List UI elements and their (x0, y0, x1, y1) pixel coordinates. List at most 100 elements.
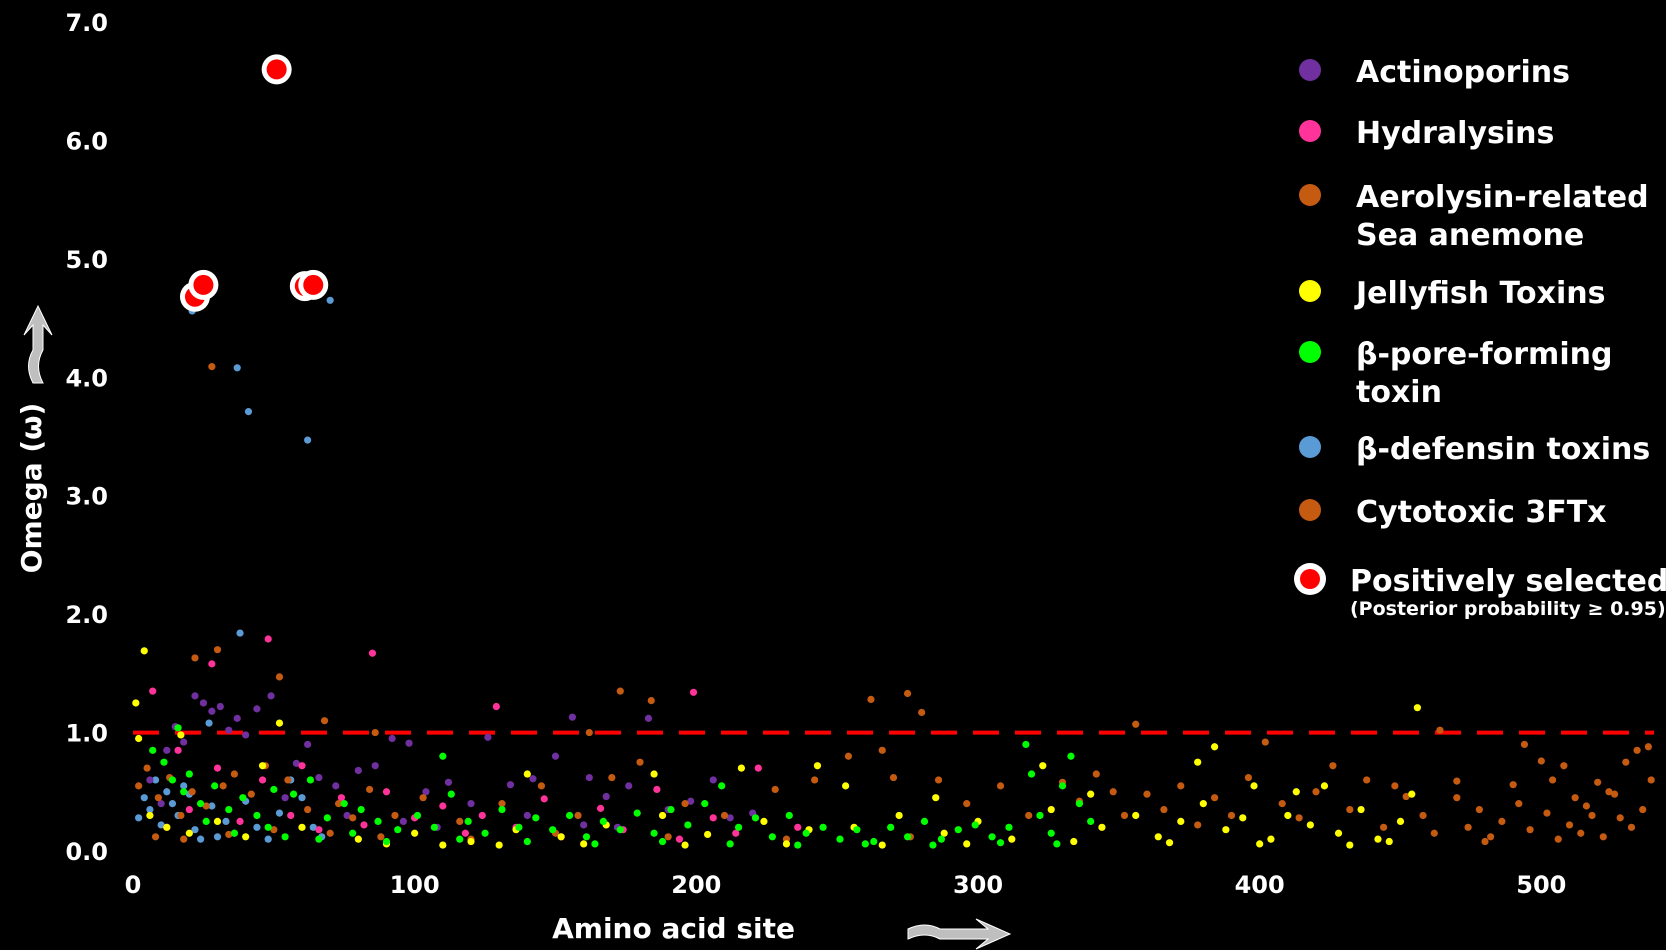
data-point (580, 821, 588, 829)
data-point (498, 800, 506, 808)
data-point (1408, 790, 1416, 798)
data-point (154, 794, 162, 802)
data-point (1594, 778, 1602, 786)
data-point (439, 841, 447, 849)
data-point (332, 782, 340, 790)
data-point (650, 770, 658, 778)
y-axis-ticks: 0.0 1.0 2.0 3.0 4.0 5.0 6.0 7.0 (65, 9, 108, 866)
data-point (140, 794, 148, 802)
data-point (135, 734, 143, 743)
legend-label: Actinoporins (1356, 55, 1570, 90)
data-point (180, 788, 188, 796)
series-actinoporins (146, 692, 757, 831)
data-point (878, 746, 886, 754)
data-point (1306, 821, 1314, 829)
data-point (675, 835, 684, 843)
data-point (444, 778, 453, 786)
data-point (1453, 794, 1461, 802)
data-point (771, 785, 779, 794)
data-point (419, 794, 427, 802)
data-point (1622, 758, 1630, 766)
x-axis-arrow-icon (907, 918, 1012, 950)
data-point (236, 817, 244, 825)
y-tick-label: 4.0 (65, 364, 108, 392)
data-point (1039, 762, 1047, 770)
data-point (1436, 726, 1444, 734)
data-point (1588, 811, 1596, 820)
x-tick-label: 200 (671, 871, 721, 899)
data-point (366, 785, 374, 794)
data-point (1295, 814, 1303, 822)
data-point (1132, 811, 1140, 820)
data-point (439, 752, 447, 760)
data-point (1475, 805, 1483, 814)
data-point (357, 805, 365, 814)
data-point (253, 823, 261, 831)
data-point (529, 775, 537, 783)
data-point (225, 726, 233, 734)
legend-label: Jellyfish Toxins (1354, 276, 1605, 311)
data-point (1599, 833, 1607, 841)
data-point (281, 794, 289, 802)
data-point (1320, 782, 1329, 790)
legend-dot-icon (1299, 59, 1321, 81)
data-point (439, 802, 447, 810)
series-pore-forming-toxin (149, 724, 1095, 849)
y-axis-arrow-icon (23, 304, 53, 384)
data-point (253, 705, 261, 713)
data-point (202, 802, 210, 810)
data-point (596, 804, 605, 812)
data-point (242, 731, 250, 739)
data-point (304, 805, 312, 814)
legend-dot-icon (1299, 120, 1321, 142)
data-point (1109, 788, 1117, 796)
data-point (413, 811, 422, 820)
data-point (687, 797, 695, 805)
data-point (360, 821, 368, 829)
data-point (971, 821, 979, 829)
data-point (371, 728, 379, 737)
data-point (275, 719, 284, 727)
data-point (1036, 811, 1044, 820)
data-point (1633, 746, 1641, 754)
data-point (374, 817, 382, 825)
data-point (149, 746, 157, 754)
data-point (267, 692, 275, 700)
data-point (681, 800, 689, 808)
legend-label: Cytotoxic 3FTx (1356, 495, 1607, 530)
data-point (281, 833, 289, 841)
data-point (996, 839, 1005, 847)
data-point (298, 794, 306, 802)
data-point (326, 829, 334, 837)
data-point (1165, 839, 1174, 847)
legend-dot-icon (1299, 184, 1321, 206)
data-point (456, 817, 464, 825)
data-point (1087, 817, 1095, 825)
data-point (343, 811, 351, 820)
data-point (585, 728, 593, 737)
data-point (1199, 800, 1207, 808)
data-point (785, 811, 793, 820)
data-point (315, 835, 323, 843)
data-point (222, 817, 230, 825)
data-point (549, 826, 557, 834)
legend-item-cytotoxic-3ftx: Cytotoxic 3FTx (1299, 495, 1607, 530)
data-point (616, 687, 624, 695)
y-tick-label: 7.0 (65, 9, 108, 37)
data-point (754, 764, 762, 772)
data-point (903, 689, 912, 698)
data-point (644, 714, 653, 722)
legend-item-defensin-toxins: β-defensin toxins (1299, 432, 1650, 467)
data-point (537, 782, 546, 790)
data-point (1087, 790, 1095, 798)
data-point (292, 759, 300, 767)
data-point (340, 800, 348, 808)
data-point (1008, 835, 1016, 843)
data-point (540, 795, 548, 803)
data-point (315, 773, 323, 782)
data-point (216, 702, 224, 711)
data-point (382, 837, 391, 846)
data-point (963, 800, 971, 808)
data-point (377, 833, 385, 841)
data-point (146, 776, 154, 784)
